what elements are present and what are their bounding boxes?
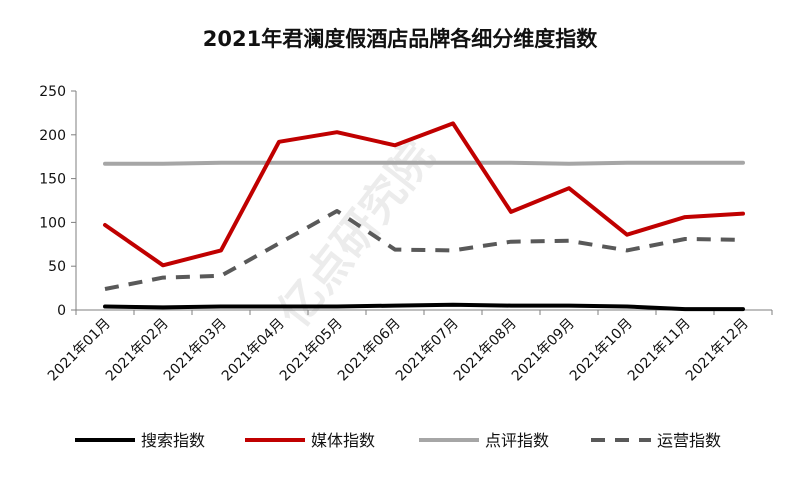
series-line-4 (104, 209, 744, 291)
legend: 搜索指数 媒体指数 点评指数 运营指数 (75, 431, 721, 450)
legend-label: 媒体指数 (311, 431, 375, 450)
x-tick-label: 2021年12月 (683, 316, 752, 385)
y-tick-label: 0 (57, 303, 66, 319)
chart-title: 2021年君澜度假酒店品牌各细分维度指数 (203, 27, 598, 51)
axes: 0 50 100 150 200 250 (39, 84, 773, 319)
legend-label: 运营指数 (657, 431, 721, 450)
legend-label: 点评指数 (485, 431, 549, 450)
y-tick-label: 200 (39, 128, 66, 144)
x-tick-labels: 2021年01月2021年02月2021年03月2021年04月2021年05月… (45, 316, 752, 385)
series-line-2 (103, 121, 745, 268)
y-tick-label: 100 (39, 215, 66, 231)
y-tick-label: 50 (48, 259, 66, 275)
series-lines (103, 121, 745, 312)
series-line-1 (103, 302, 745, 312)
y-tick-label: 250 (39, 84, 66, 100)
series-line-3 (103, 160, 745, 166)
y-tick-label: 150 (39, 172, 66, 188)
legend-label: 搜索指数 (141, 431, 205, 450)
